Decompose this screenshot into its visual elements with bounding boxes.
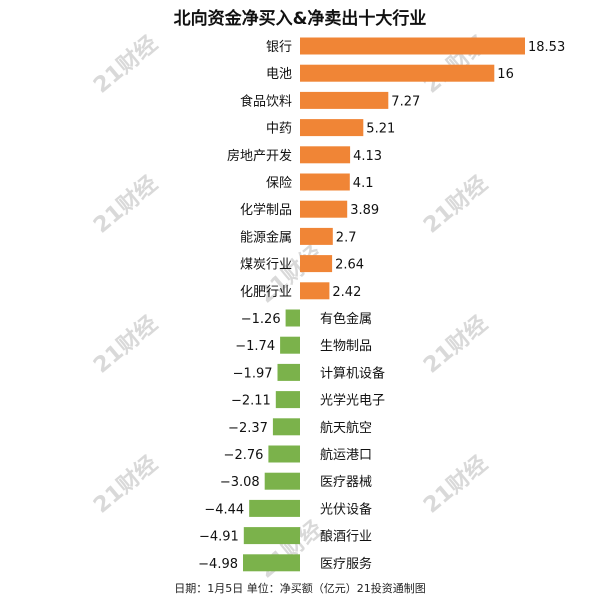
value-label: 2.7	[336, 230, 357, 245]
value-label: 3.89	[350, 203, 379, 218]
category-label: 化肥行业	[240, 285, 292, 300]
category-label: 房地产开发	[227, 148, 292, 164]
watermark-text: 21财经	[89, 451, 163, 519]
category-label: 医疗服务	[320, 556, 372, 572]
bar	[243, 527, 300, 545]
chart-title: 北向资金净买入&净卖出十大行业	[173, 9, 427, 29]
category-label: 光伏设备	[320, 501, 372, 517]
watermark-text: 21财经	[89, 171, 163, 239]
bar	[300, 119, 364, 137]
bar	[300, 64, 495, 82]
watermark-text: 21财经	[419, 451, 493, 519]
value-label: 16	[497, 67, 514, 82]
bar	[249, 499, 300, 517]
bar	[280, 336, 300, 354]
chart-footer: 日期：1月5日 单位：净买额（亿元）21投资通制图	[174, 582, 426, 595]
category-label: 有色金属	[320, 311, 372, 327]
bar	[300, 200, 348, 218]
bars-group	[243, 37, 525, 572]
watermark-text: 21财经	[419, 171, 493, 239]
value-label: −1.26	[241, 312, 281, 327]
value-label: −2.76	[224, 448, 264, 463]
value-label: −2.37	[228, 421, 268, 436]
bar	[300, 173, 350, 191]
value-label: 7.27	[391, 94, 420, 109]
value-label: −4.98	[198, 557, 238, 572]
bar	[264, 472, 300, 490]
category-label: 食品饮料	[240, 93, 292, 109]
bar	[300, 91, 389, 109]
category-label: 化学制品	[240, 202, 292, 218]
bar	[285, 309, 300, 327]
watermark-text: 21财经	[419, 311, 493, 379]
category-label: 光学光电子	[320, 393, 385, 409]
value-label: 4.1	[353, 176, 374, 191]
value-label: −1.97	[233, 366, 273, 381]
category-label: 医疗器械	[320, 475, 372, 490]
category-label: 中药	[266, 122, 292, 137]
category-label: 能源金属	[240, 229, 292, 245]
watermark-text: 21财经	[254, 516, 328, 584]
value-label: 18.53	[528, 40, 565, 55]
watermark-text: 21财经	[89, 31, 163, 99]
category-label: 电池	[266, 67, 292, 82]
category-label: 航天航空	[320, 420, 372, 436]
category-label: 生物制品	[320, 339, 372, 354]
category-label: 计算机设备	[320, 365, 385, 381]
bar	[300, 146, 351, 164]
category-label: 煤炭行业	[240, 258, 292, 273]
category-label: 酿酒行业	[320, 529, 372, 545]
category-label: 银行	[266, 40, 292, 55]
bar	[277, 363, 300, 381]
value-label: 4.13	[353, 149, 382, 164]
bar	[268, 445, 300, 463]
value-label: −2.11	[231, 394, 271, 409]
bar	[300, 255, 333, 273]
watermark-text: 21财经	[89, 311, 163, 379]
value-label: 2.42	[332, 285, 361, 300]
labels-group: 银行 18.53 电池 16 食品饮料 7.27 中药 5.21 房地产开发 4.13 保险 4.1 化…	[198, 40, 565, 572]
bar	[272, 418, 300, 436]
bar	[275, 391, 300, 409]
value-label: 2.64	[335, 258, 364, 273]
bar	[300, 37, 525, 55]
category-label: 航运港口	[320, 447, 372, 463]
value-label: −4.44	[204, 502, 244, 517]
bar	[300, 227, 333, 245]
category-label: 保险	[266, 176, 292, 191]
bar	[300, 282, 330, 300]
bar	[243, 554, 300, 572]
value-label: −1.74	[235, 339, 275, 354]
value-label: 5.21	[366, 122, 395, 137]
value-label: −4.91	[199, 530, 239, 545]
value-label: −3.08	[220, 475, 260, 490]
